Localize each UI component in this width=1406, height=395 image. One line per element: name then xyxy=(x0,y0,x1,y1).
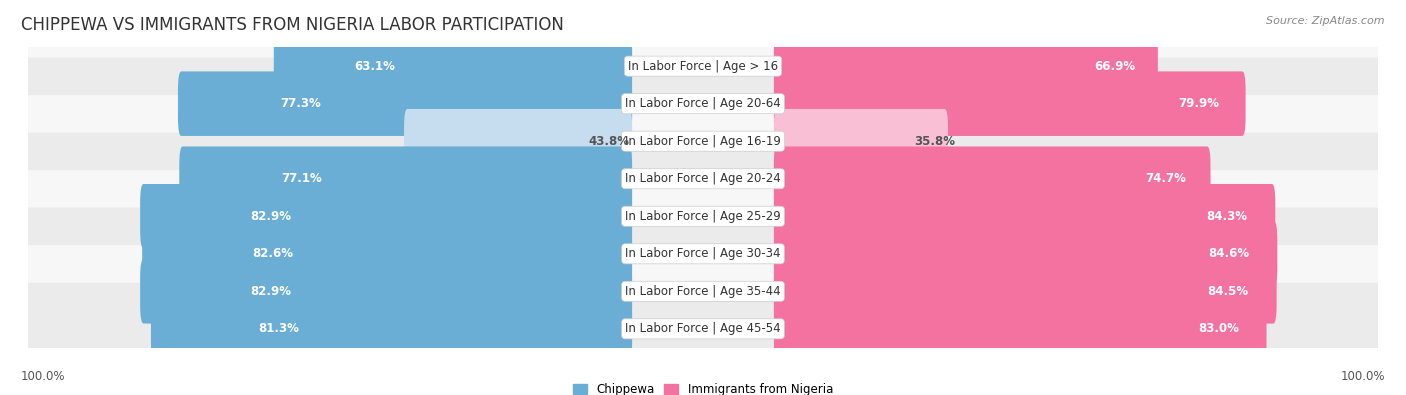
Text: 100.0%: 100.0% xyxy=(21,370,66,383)
FancyBboxPatch shape xyxy=(274,34,633,98)
Text: 77.1%: 77.1% xyxy=(281,172,322,185)
FancyBboxPatch shape xyxy=(22,208,1384,300)
Text: 84.5%: 84.5% xyxy=(1208,285,1249,298)
FancyBboxPatch shape xyxy=(150,297,633,361)
FancyBboxPatch shape xyxy=(180,147,633,211)
FancyBboxPatch shape xyxy=(22,245,1384,337)
Text: 84.6%: 84.6% xyxy=(1208,247,1249,260)
Text: In Labor Force | Age 20-64: In Labor Force | Age 20-64 xyxy=(626,97,780,110)
Text: 63.1%: 63.1% xyxy=(354,60,395,73)
FancyBboxPatch shape xyxy=(22,95,1384,187)
FancyBboxPatch shape xyxy=(773,259,1277,324)
Text: In Labor Force | Age 25-29: In Labor Force | Age 25-29 xyxy=(626,210,780,223)
FancyBboxPatch shape xyxy=(773,222,1277,286)
Text: 82.9%: 82.9% xyxy=(250,285,291,298)
Text: 79.9%: 79.9% xyxy=(1178,97,1219,110)
FancyBboxPatch shape xyxy=(773,184,1275,248)
FancyBboxPatch shape xyxy=(773,297,1267,361)
Text: In Labor Force | Age 30-34: In Labor Force | Age 30-34 xyxy=(626,247,780,260)
Text: 84.3%: 84.3% xyxy=(1206,210,1247,223)
FancyBboxPatch shape xyxy=(142,222,633,286)
FancyBboxPatch shape xyxy=(773,109,948,173)
Text: CHIPPEWA VS IMMIGRANTS FROM NIGERIA LABOR PARTICIPATION: CHIPPEWA VS IMMIGRANTS FROM NIGERIA LABO… xyxy=(21,16,564,34)
FancyBboxPatch shape xyxy=(22,133,1384,225)
Text: In Labor Force | Age 35-44: In Labor Force | Age 35-44 xyxy=(626,285,780,298)
Text: 74.7%: 74.7% xyxy=(1144,172,1185,185)
FancyBboxPatch shape xyxy=(773,34,1159,98)
FancyBboxPatch shape xyxy=(179,71,633,136)
FancyBboxPatch shape xyxy=(22,170,1384,262)
FancyBboxPatch shape xyxy=(773,147,1211,211)
FancyBboxPatch shape xyxy=(22,20,1384,112)
Text: 83.0%: 83.0% xyxy=(1198,322,1239,335)
Text: 77.3%: 77.3% xyxy=(280,97,321,110)
FancyBboxPatch shape xyxy=(22,283,1384,375)
FancyBboxPatch shape xyxy=(22,58,1384,150)
Text: In Labor Force | Age 16-19: In Labor Force | Age 16-19 xyxy=(626,135,780,148)
FancyBboxPatch shape xyxy=(141,184,633,248)
Text: 81.3%: 81.3% xyxy=(259,322,299,335)
Text: 35.8%: 35.8% xyxy=(914,135,955,148)
FancyBboxPatch shape xyxy=(404,109,633,173)
Text: In Labor Force | Age 45-54: In Labor Force | Age 45-54 xyxy=(626,322,780,335)
Text: 100.0%: 100.0% xyxy=(1340,370,1385,383)
Text: Source: ZipAtlas.com: Source: ZipAtlas.com xyxy=(1267,16,1385,26)
Text: 82.6%: 82.6% xyxy=(252,247,292,260)
FancyBboxPatch shape xyxy=(773,71,1246,136)
FancyBboxPatch shape xyxy=(141,259,633,324)
Legend: Chippewa, Immigrants from Nigeria: Chippewa, Immigrants from Nigeria xyxy=(572,383,834,395)
Text: 43.8%: 43.8% xyxy=(588,135,630,148)
Text: In Labor Force | Age > 16: In Labor Force | Age > 16 xyxy=(628,60,778,73)
Text: 66.9%: 66.9% xyxy=(1094,60,1136,73)
Text: 82.9%: 82.9% xyxy=(250,210,291,223)
Text: In Labor Force | Age 20-24: In Labor Force | Age 20-24 xyxy=(626,172,780,185)
